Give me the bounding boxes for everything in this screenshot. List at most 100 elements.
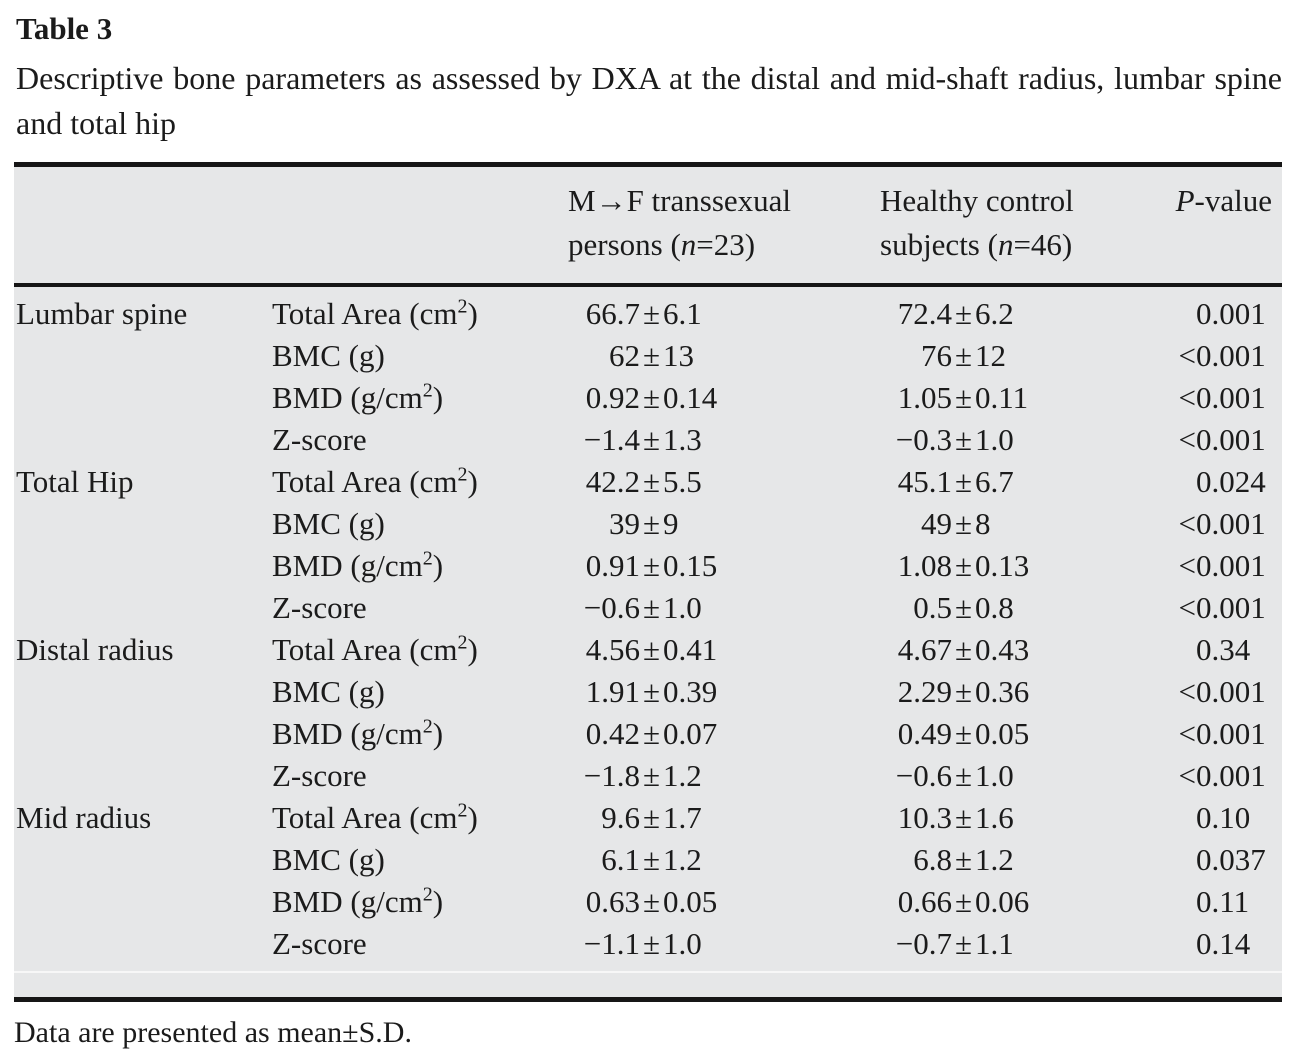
mean-value: 0.5 — [913, 590, 952, 625]
site-cell: Distal radius — [16, 632, 174, 667]
group1-value-cell: −1.4±1.3 — [568, 419, 880, 461]
mean-value: 49 — [921, 506, 952, 541]
group1-value-cell: −0.6±1.0 — [568, 587, 880, 629]
param-cell: BMC (g) — [272, 839, 568, 881]
plus-minus-sign: ± — [643, 506, 661, 541]
param-cell: Total Area (cm2) — [272, 797, 568, 839]
group2-value-cell: 0.5±0.8 — [880, 587, 1170, 629]
header-group2-line2-pre: subjects ( — [880, 227, 998, 262]
plus-minus-sign: ± — [955, 380, 973, 415]
mean-value: 72.4 — [897, 296, 952, 331]
sd-value: 1.7 — [663, 800, 702, 835]
sd-value: 0.15 — [663, 548, 718, 583]
param-text: Z-score — [272, 590, 367, 625]
plus-minus-sign: ± — [643, 632, 661, 667]
param-text-post: ) — [467, 296, 478, 331]
param-cell: Z-score — [272, 923, 568, 965]
param-superscript: 2 — [422, 547, 433, 570]
less-than-sign: < — [1178, 674, 1196, 709]
mean-value: −1.8 — [583, 758, 640, 793]
plus-minus-sign: ± — [955, 464, 973, 499]
sd-value: 6.2 — [975, 296, 1014, 331]
mean-value: −0.7 — [895, 926, 952, 961]
group1-value-cell: 0.92±0.14 — [568, 377, 880, 419]
sd-value: 1.0 — [975, 758, 1014, 793]
plus-minus-sign: ± — [955, 716, 973, 751]
plus-minus-sign: ± — [643, 590, 661, 625]
param-superscript: 2 — [457, 295, 468, 318]
header-group2-n: n — [997, 227, 1014, 262]
param-cell: BMC (g) — [272, 335, 568, 377]
mean-value: −1.4 — [583, 422, 640, 457]
mean-value: −1.1 — [583, 926, 640, 961]
header-group1-line2-pre: persons ( — [568, 227, 681, 262]
sd-value: 1.0 — [975, 422, 1014, 457]
param-text-post: ) — [467, 632, 478, 667]
less-than-sign: < — [1178, 338, 1196, 373]
pvalue: 0.001 — [1196, 338, 1266, 373]
site-cell: Mid radius — [16, 800, 152, 835]
sd-value: 0.05 — [975, 716, 1030, 751]
group2-value-cell: −0.6±1.0 — [880, 755, 1170, 797]
sd-value: 0.13 — [975, 548, 1030, 583]
table-row: BMD (g/cm2) 0.92±0.14 1.05±0.11 <0.001 — [14, 377, 1282, 419]
group1-value-cell: 42.2±5.5 — [568, 461, 880, 503]
param-cell: BMC (g) — [272, 671, 568, 713]
plus-minus-sign: ± — [643, 296, 661, 331]
header-group1-line2-post: =23) — [696, 227, 756, 262]
mean-value: 1.08 — [897, 548, 952, 583]
sd-value: 1.1 — [975, 926, 1014, 961]
table-row: Z-score −1.8±1.2 −0.6±1.0 <0.001 — [14, 755, 1282, 797]
less-than-sign: < — [1178, 380, 1196, 415]
param-text-post: ) — [467, 800, 478, 835]
param-text-post: ) — [432, 716, 444, 751]
less-than-sign: < — [1178, 506, 1196, 541]
plus-minus-sign: ± — [643, 884, 661, 919]
table-footnote: Data are presented as mean±S.D. — [14, 1016, 412, 1049]
group1-value-cell: −1.8±1.2 — [568, 755, 880, 797]
group2-value-cell: 4.67±0.43 — [880, 629, 1170, 671]
table-row: BMC (g) 1.91±0.39 2.29±0.36 <0.001 — [14, 671, 1282, 713]
group1-value-cell: 62±13 — [568, 335, 880, 377]
pvalue-cell: 0.14 — [1170, 923, 1282, 965]
param-cell: BMD (g/cm2) — [272, 881, 568, 923]
plus-minus-sign: ± — [955, 296, 973, 331]
plus-minus-sign: ± — [643, 674, 661, 709]
table-row: Z-score −0.6±1.0 0.5±0.8 <0.001 — [14, 587, 1282, 629]
mean-value: 0.63 — [585, 884, 640, 919]
plus-minus-sign: ± — [643, 800, 661, 835]
group1-value-cell: 66.7±6.1 — [568, 293, 880, 335]
plus-minus-sign: ± — [955, 422, 973, 457]
mean-value: −0.6 — [583, 590, 640, 625]
plus-minus-sign: ± — [955, 842, 973, 877]
plus-minus-sign: ± — [643, 926, 661, 961]
sd-value: 6.1 — [663, 296, 702, 331]
pvalue-cell: 0.34 — [1170, 629, 1282, 671]
plus-minus-sign: ± — [643, 842, 661, 877]
plus-minus-sign: ± — [955, 758, 973, 793]
param-text: BMD (g/cm — [272, 716, 423, 751]
param-text: Total Area (cm — [272, 800, 458, 835]
group2-value-cell: 1.05±0.11 — [880, 377, 1170, 419]
sd-value: 9 — [663, 506, 679, 541]
pvalue-cell: 0.024 — [1170, 461, 1282, 503]
group1-value-cell: 1.91±0.39 — [568, 671, 880, 713]
group2-value-cell: 2.29±0.36 — [880, 671, 1170, 713]
sd-value: 0.11 — [975, 380, 1029, 415]
group2-value-cell: 6.8±1.2 — [880, 839, 1170, 881]
mean-value: 4.67 — [897, 632, 952, 667]
header-group2-line2: subjects (n=46) — [880, 223, 1170, 267]
sd-value: 0.14 — [663, 380, 718, 415]
pvalue-cell: <0.001 — [1170, 671, 1282, 713]
sd-value: 1.0 — [663, 926, 702, 961]
param-cell: Total Area (cm2) — [272, 461, 568, 503]
sd-value: 1.2 — [663, 842, 702, 877]
pvalue-cell: <0.001 — [1170, 377, 1282, 419]
param-cell: Total Area (cm2) — [272, 293, 568, 335]
header-pvalue-italic: P — [1175, 183, 1195, 218]
header-group2-line2-post: =46) — [1013, 227, 1073, 262]
pvalue: 0.001 — [1196, 590, 1266, 625]
pvalue: 0.001 — [1196, 758, 1266, 793]
header-group1-n: n — [680, 227, 697, 262]
plus-minus-sign: ± — [955, 506, 973, 541]
